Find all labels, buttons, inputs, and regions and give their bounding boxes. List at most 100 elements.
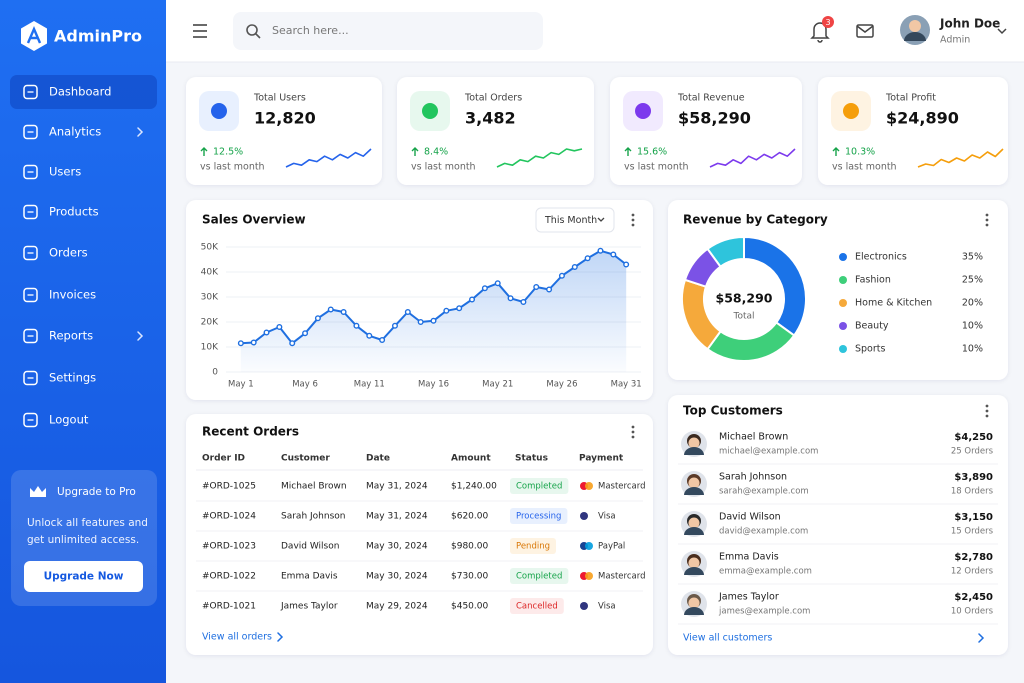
sales-point	[597, 247, 604, 254]
customer-orders: 12 Orders	[951, 567, 994, 577]
x-tick-label: May 26	[546, 380, 577, 390]
chevron	[137, 331, 144, 341]
view-all-link[interactable]: View all orders	[202, 632, 272, 643]
cell: Sarah Johnson	[281, 512, 345, 522]
more-menu[interactable]	[631, 213, 635, 227]
y-tick-label: 0	[212, 368, 218, 378]
period-filter-label[interactable]: This Month	[544, 215, 597, 226]
dot	[631, 425, 635, 429]
column-header: Customer	[281, 454, 330, 464]
stat-value: 12,820	[254, 109, 316, 128]
cell: Emma Davis	[281, 572, 338, 582]
sales-point	[289, 340, 296, 347]
column-header: Payment	[579, 454, 624, 464]
sales-point	[456, 305, 463, 312]
crown-icon	[30, 486, 46, 497]
notification-badge	[822, 16, 834, 28]
nav-item[interactable]: Users	[23, 164, 81, 180]
stat-label: Total Orders	[464, 93, 522, 104]
sales-point	[417, 319, 424, 326]
status-label: Completed	[516, 572, 562, 582]
nav-label[interactable]: Orders	[49, 246, 88, 260]
donut-total: $58,290	[716, 291, 773, 306]
customer-orders: 10 Orders	[951, 607, 994, 617]
stat-note: vs last month	[411, 162, 476, 173]
nav-item[interactable]: Invoices	[23, 288, 96, 303]
nav-item[interactable]: Analytics	[23, 125, 101, 140]
nav-item[interactable]: Logout	[23, 413, 89, 428]
legend-swatch	[839, 276, 847, 284]
user-name[interactable]: John Doe	[939, 17, 1000, 31]
nav-label[interactable]: Logout	[49, 413, 89, 427]
donut-slice	[706, 235, 745, 269]
payment-label: Mastercard	[598, 572, 645, 582]
legend-swatch	[839, 345, 847, 353]
search-box[interactable]	[233, 12, 543, 50]
cell: Michael Brown	[281, 482, 347, 492]
upgrade-button-label[interactable]: Upgrade Now	[44, 571, 124, 583]
customer-avatar-body	[684, 567, 704, 575]
card-title: Recent Orders	[202, 425, 299, 439]
dot	[631, 218, 635, 222]
nav-label[interactable]: Invoices	[49, 288, 96, 302]
search-placeholder[interactable]: Search here...	[272, 24, 349, 37]
mail-icon[interactable]	[856, 24, 874, 38]
payment-icon	[580, 602, 588, 610]
sales-point	[546, 286, 553, 293]
nav-label[interactable]: Settings	[49, 371, 96, 385]
nav-item[interactable]: Dashboard	[10, 75, 157, 109]
sales-point	[571, 264, 578, 271]
customer-name: Sarah Johnson	[719, 472, 787, 483]
sparkline	[917, 148, 1004, 168]
y-tick-label: 20K	[201, 318, 219, 328]
cell: #ORD-1023	[202, 542, 256, 552]
donut-total-label: Total	[732, 312, 754, 322]
nav-label[interactable]: Analytics	[49, 125, 101, 139]
chevron	[277, 632, 284, 642]
dot	[631, 430, 635, 434]
user-menu-chevron[interactable]	[997, 28, 1007, 35]
customer-amount: $4,250	[954, 432, 993, 443]
status-label: Completed	[516, 482, 562, 492]
customer-name: James Taylor	[718, 592, 779, 603]
nav-item[interactable]: Reports	[23, 329, 93, 344]
customer-orders: 18 Orders	[951, 487, 994, 497]
nav-item[interactable]: Settings	[23, 371, 96, 386]
sparkline	[285, 148, 372, 168]
more-menu[interactable]	[985, 213, 989, 227]
sales-point	[353, 322, 360, 329]
more-menu[interactable]	[631, 425, 635, 439]
customer-amount: $3,890	[954, 472, 993, 483]
nav-icon	[23, 204, 38, 220]
legend-label: Beauty	[855, 321, 889, 332]
nav-item[interactable]: Orders	[23, 246, 88, 261]
nav-icon	[23, 164, 38, 180]
stat-note: vs last month	[832, 162, 897, 173]
customer-email: sarah@example.com	[719, 487, 809, 497]
stat-change: 10.3%	[845, 147, 875, 158]
cell: #ORD-1025	[202, 482, 256, 492]
x-tick-label: May 16	[418, 380, 449, 390]
sparkline	[709, 148, 796, 168]
period-filter[interactable]	[535, 207, 615, 233]
more-menu[interactable]	[985, 404, 989, 418]
nav-item[interactable]: Products	[23, 204, 99, 220]
status-label: Cancelled	[516, 602, 558, 612]
nav-label[interactable]: Reports	[49, 329, 93, 343]
customer-amount: $2,780	[954, 552, 993, 563]
chevron	[137, 127, 144, 137]
x-tick-label: May 21	[482, 380, 513, 390]
nav-label[interactable]: Users	[49, 165, 81, 179]
stat-icon	[635, 103, 651, 119]
nav-label[interactable]: Dashboard	[49, 85, 111, 99]
nav-label[interactable]: Products	[49, 205, 99, 219]
dot	[985, 213, 989, 217]
sales-point	[314, 315, 321, 322]
y-tick-label: 40K	[201, 268, 219, 278]
payment-label: Mastercard	[598, 482, 645, 492]
dot	[985, 414, 989, 418]
upgrade-button[interactable]	[24, 561, 143, 592]
payment-icon	[585, 572, 593, 580]
view-all-link[interactable]: View all customers	[683, 633, 772, 644]
mail-flap	[856, 25, 874, 33]
